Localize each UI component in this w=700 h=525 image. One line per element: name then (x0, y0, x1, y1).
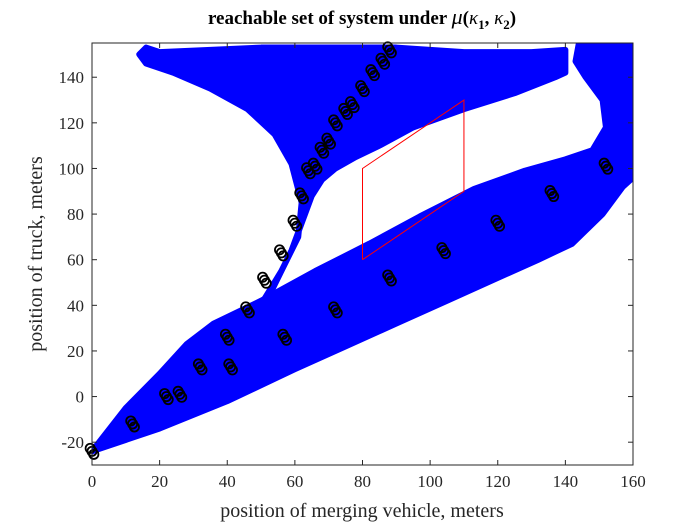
marker-point (240, 301, 255, 319)
reach-region-2 (92, 43, 633, 455)
y-tick: 100 (59, 159, 633, 178)
y-tick: 20 (67, 342, 633, 361)
marker-series (84, 41, 614, 460)
x-tick: 160 (620, 43, 646, 491)
x-tick-label: 100 (417, 472, 443, 491)
x-tick: 40 (219, 43, 236, 491)
marker-point (355, 80, 370, 98)
x-axis-ticks: 0 20 40 60 80 100 120 140 160 (88, 43, 646, 491)
x-tick: 120 (485, 43, 511, 491)
y-tick-label: 20 (67, 342, 84, 361)
y-tick-label: 80 (67, 205, 84, 224)
marker-point (192, 358, 208, 376)
target-set-outline (362, 99, 465, 261)
y-tick-label: 40 (67, 296, 84, 315)
x-tick-label: 60 (286, 472, 303, 491)
x-tick-label: 80 (354, 472, 371, 491)
x-axis-label: position of merging vehicle, meters (220, 500, 504, 522)
x-tick: 20 (151, 43, 168, 491)
y-tick: 0 (76, 388, 633, 407)
x-tick: 60 (286, 43, 303, 491)
y-tick: 120 (59, 114, 633, 133)
marker-point (294, 187, 309, 205)
marker-point (314, 141, 330, 159)
y-tick-label: 60 (67, 251, 84, 270)
chart-title: reachable set of system under μ(κ1, κ2) (208, 4, 516, 32)
y-tick-label: 120 (59, 114, 85, 133)
x-tick: 140 (553, 43, 579, 491)
x-tick-label: 20 (151, 472, 168, 491)
y-axis-label: position of truck, meters (25, 156, 47, 352)
x-tick-label: 40 (219, 472, 236, 491)
marker-point (375, 52, 391, 70)
x-tick-label: 160 (620, 472, 646, 491)
y-tick: 80 (67, 205, 633, 224)
marker-point (490, 214, 506, 232)
marker-point (436, 242, 451, 260)
x-tick-label: 0 (88, 472, 97, 491)
marker-point (287, 214, 303, 232)
x-tick: 100 (417, 43, 443, 491)
y-tick-label: -20 (61, 433, 84, 452)
y-tick-label: 140 (59, 68, 85, 87)
marker-point (544, 185, 560, 203)
marker-point (345, 96, 360, 114)
marker-point (125, 415, 140, 433)
marker-point (321, 132, 336, 150)
target-set (362, 99, 465, 261)
marker-point (172, 385, 188, 403)
marker-point (382, 41, 397, 59)
x-tick-label: 140 (553, 472, 579, 491)
marker-point (328, 301, 343, 319)
marker-point (307, 157, 323, 175)
y-axis-ticks: -20 0 20 40 60 80 100 120 140 (59, 68, 633, 452)
marker-point (257, 271, 272, 289)
marker-point (598, 157, 614, 175)
marker-point (223, 358, 238, 376)
marker-point (274, 244, 289, 262)
y-tick: -20 (61, 433, 633, 452)
x-tick: 0 (88, 43, 97, 491)
marker-point (328, 114, 343, 132)
reach-set-regions (92, 43, 633, 455)
marker-point (277, 328, 293, 346)
marker-point (219, 328, 235, 346)
y-tick: 140 (59, 68, 633, 87)
y-tick-label: 0 (76, 388, 85, 407)
y-tick: 60 (67, 251, 633, 270)
marker-point (382, 269, 397, 287)
marker-point (159, 388, 174, 406)
marker-point (365, 64, 380, 82)
y-tick: 40 (67, 296, 633, 315)
x-tick-label: 120 (485, 472, 511, 491)
x-tick: 80 (354, 43, 371, 491)
marker-point (338, 102, 353, 120)
y-tick-label: 100 (59, 159, 85, 178)
